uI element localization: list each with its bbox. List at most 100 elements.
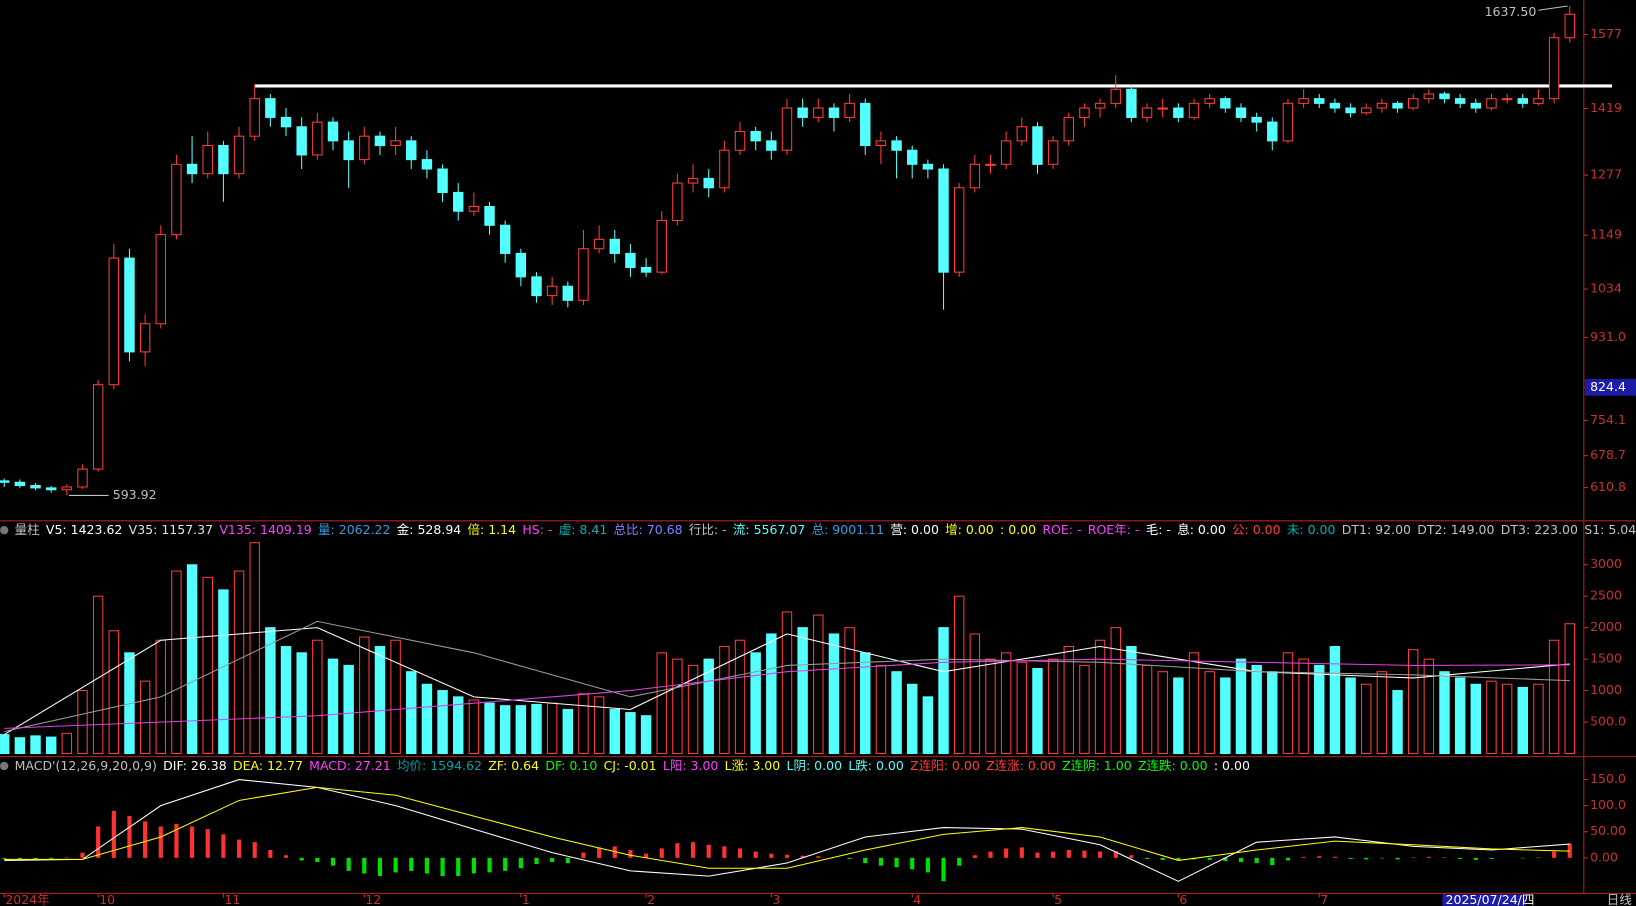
volume-bar (938, 627, 949, 755)
volume-bar (1345, 677, 1356, 755)
indicator-value: Z连跌: 0.00 (1138, 758, 1208, 773)
candle-body (77, 468, 88, 488)
volume-bar (1126, 646, 1137, 755)
volume-bar (797, 627, 808, 755)
volume-bar (907, 683, 918, 755)
volume-bar (719, 646, 730, 755)
candle-body (265, 98, 276, 118)
volume-bar (1392, 690, 1403, 755)
volume-bar (218, 589, 229, 755)
volume-bar (1016, 661, 1028, 755)
indicator-value: 总: 9001.11 (812, 522, 884, 537)
x-tick-label: 6 (1179, 892, 1187, 906)
candle-body (1533, 98, 1544, 104)
volume-bar (249, 542, 260, 755)
volume-bar (813, 614, 824, 755)
candle-body (515, 252, 527, 278)
volume-bar (1329, 646, 1341, 755)
volume-bar (280, 646, 292, 755)
volume-bar (1486, 680, 1497, 755)
candle-body (312, 121, 323, 156)
indicator-value: 未: 0.00 (1287, 522, 1336, 537)
candle-body (1298, 98, 1309, 104)
candle-body (734, 130, 746, 151)
indicator-value: V35: 1157.37 (129, 522, 213, 537)
candle-body (437, 168, 448, 193)
volume-bar (625, 712, 636, 755)
candle-body (922, 163, 934, 170)
volume-bar (1079, 664, 1090, 755)
candle-body (0, 480, 10, 483)
candle-body (625, 252, 636, 269)
candle-body (813, 107, 824, 118)
candle-body (218, 145, 229, 175)
candle-body (499, 224, 511, 254)
indicator-value: 毛: - (1146, 522, 1171, 537)
candle-body (1016, 126, 1028, 142)
x-tick-label: 7 (1320, 892, 1328, 906)
price-annotation: 1637.50 (1485, 4, 1537, 19)
indicator-value: DT3: 223.00 (1501, 522, 1578, 537)
candle-body (296, 126, 307, 156)
volume-bar (578, 693, 589, 755)
volume-bar (562, 708, 574, 755)
volume-bar (1094, 639, 1106, 755)
volume-bar (0, 734, 10, 755)
volume-bar (421, 683, 433, 755)
candle-body (1282, 102, 1294, 142)
volume-bar (1407, 649, 1419, 755)
volume-bar (1000, 652, 1012, 755)
y-tick-label: 1034 (1590, 281, 1622, 296)
indicator-value: DEA: 12.77 (233, 758, 303, 773)
indicator-value: DF: 0.10 (545, 758, 597, 773)
candle-body (14, 481, 26, 487)
indicator-value: L跌: 0.00 (848, 758, 904, 773)
candle-body (1314, 98, 1325, 104)
volume-bar (1361, 683, 1372, 755)
volume-bar (453, 696, 464, 755)
y-tick-label: 754.1 (1590, 412, 1626, 427)
indicator-line (4, 620, 1570, 732)
volume-bar (312, 639, 323, 755)
candle-body (343, 140, 354, 161)
volume-bar (1501, 683, 1513, 755)
candle-body (139, 323, 151, 353)
indicator-value: 倍: 1.14 (468, 522, 517, 537)
volume-bar (359, 636, 370, 755)
candle-body (985, 163, 996, 166)
candle-body (1141, 107, 1153, 118)
volume-bar (1533, 683, 1544, 755)
volume-bar (499, 705, 511, 755)
volume-bar (343, 664, 354, 755)
candle-body (1157, 107, 1168, 110)
indicator-header: 量柱 V5: 1423.62 V35: 1157.37 V135: 1409.19 量:… (15, 522, 1636, 537)
volume-bar (828, 633, 840, 755)
candle-body (233, 135, 245, 175)
indicator-value: 量柱 (15, 522, 41, 537)
volume-bar (233, 570, 245, 755)
volume-bar (171, 570, 182, 755)
candle-body (30, 485, 41, 489)
panel-icon (0, 526, 9, 535)
candle-body (687, 177, 699, 184)
candle-body (578, 248, 589, 301)
candle-body (844, 102, 855, 118)
volume-bar (1439, 671, 1450, 755)
y-tick-label: 0.00 (1590, 849, 1618, 864)
indicator-value: 息: 0.00 (1177, 522, 1226, 537)
candle-body (1267, 121, 1278, 142)
candle-body (453, 191, 464, 212)
volume-bar (953, 595, 965, 755)
volume-bar (296, 652, 307, 755)
volume-bar (609, 708, 620, 755)
candle-body (1000, 140, 1012, 165)
candle-body (1094, 102, 1106, 109)
candle-body (531, 276, 542, 297)
period-label: 日线 (1607, 892, 1633, 906)
candle-body (781, 107, 793, 151)
y-tick-label: 1277 (1590, 167, 1622, 182)
candle-body (969, 163, 981, 189)
candle-body (1392, 102, 1403, 109)
volume-bar (1314, 664, 1325, 755)
